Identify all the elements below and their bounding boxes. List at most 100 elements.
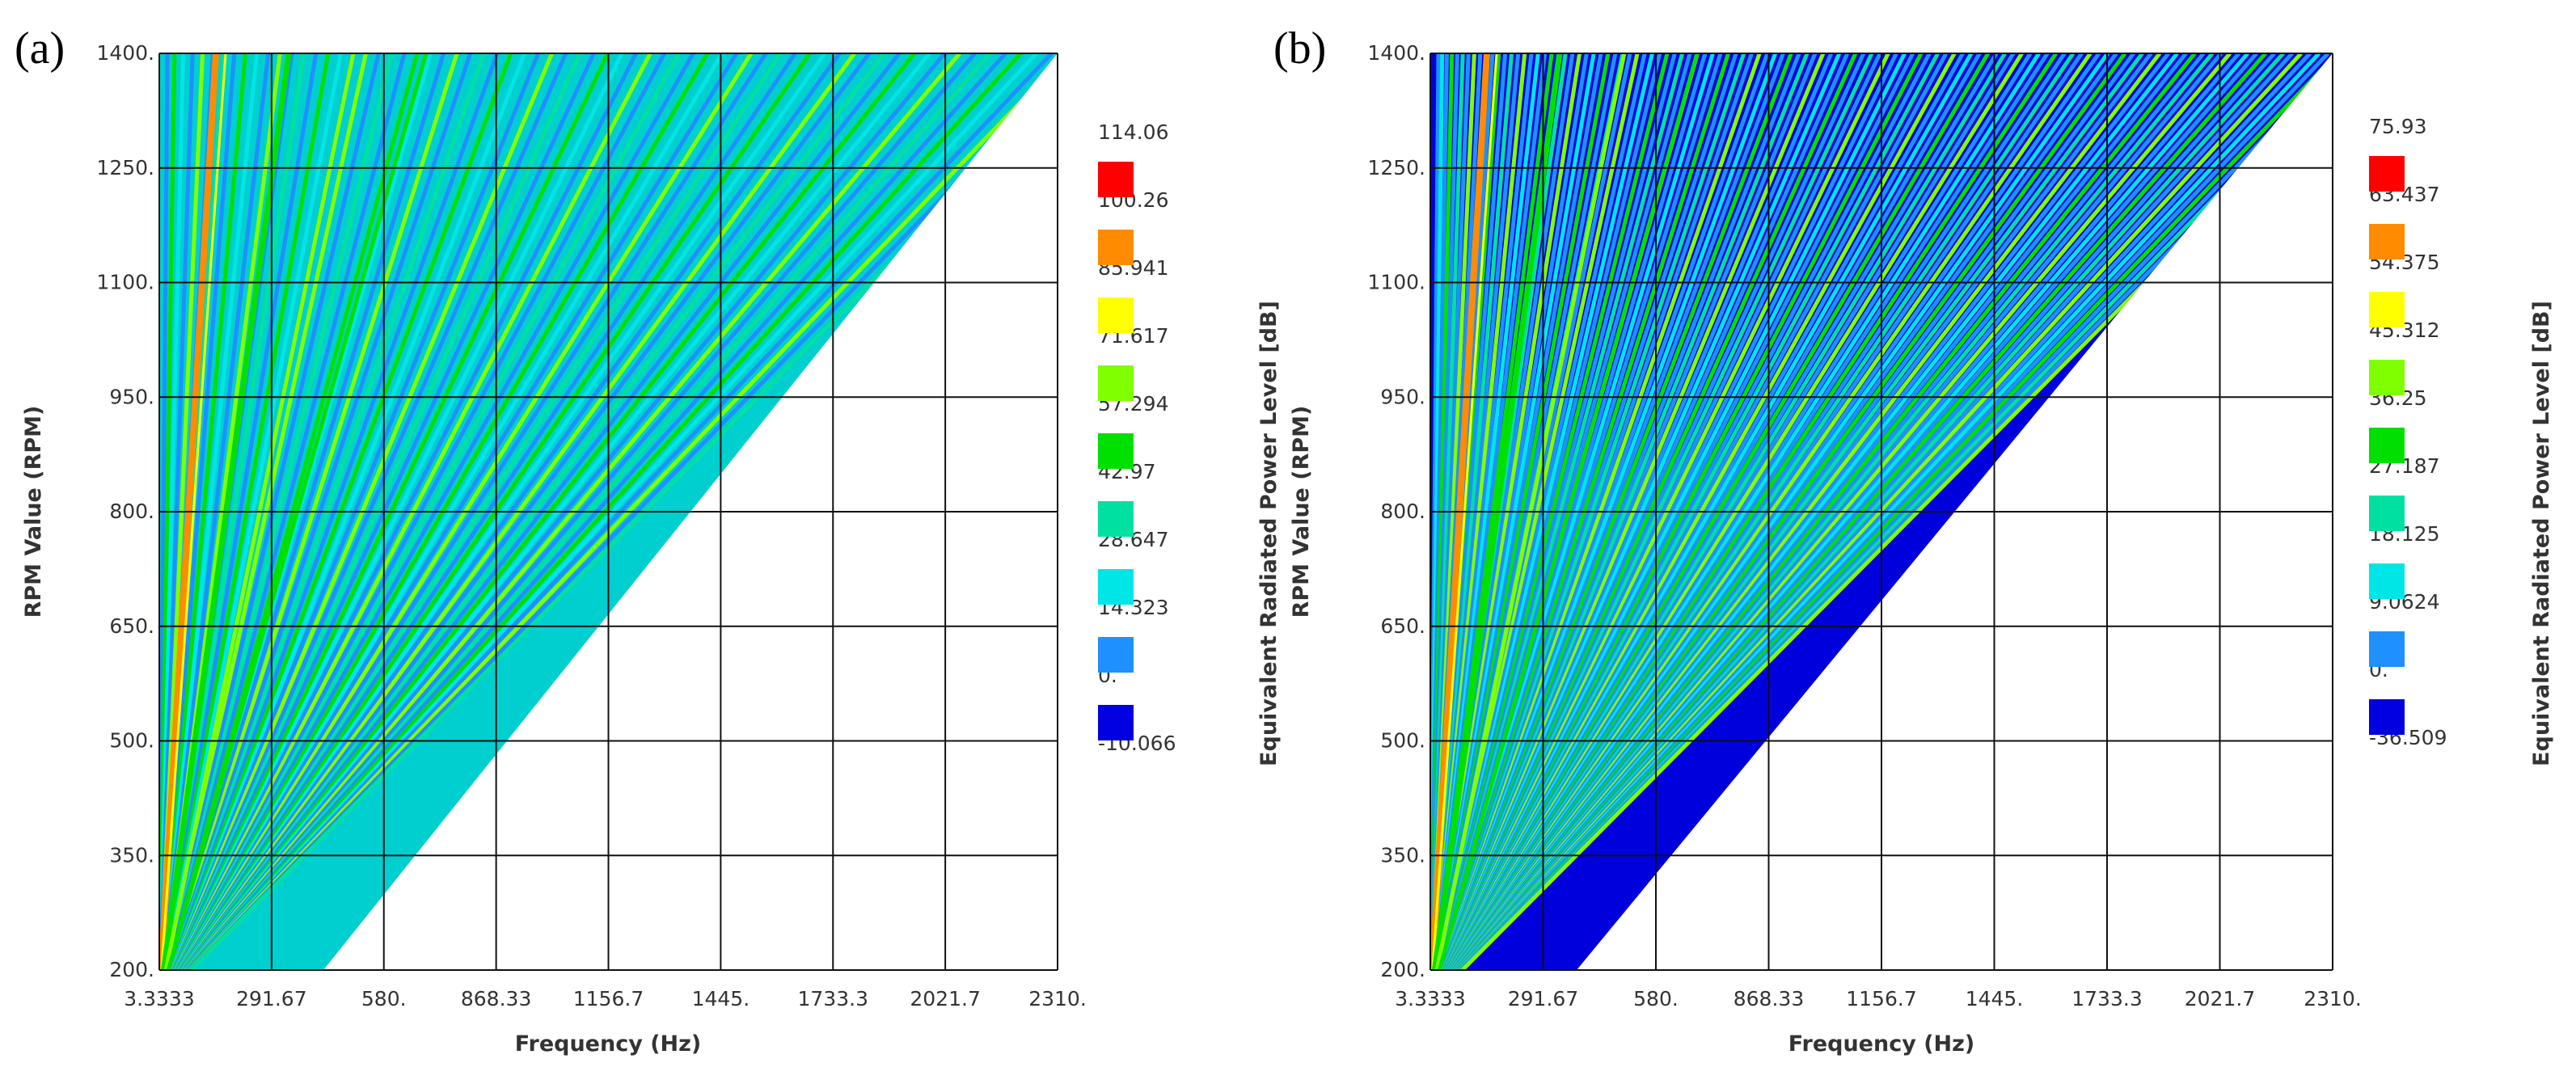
order-line: [159, 53, 710, 970]
order-line: [159, 53, 446, 970]
x-axis-title-a: Frequency (Hz): [515, 1031, 701, 1057]
order-line: [159, 53, 473, 970]
order-line: [159, 53, 568, 970]
colorbar-swatch: [2369, 496, 2405, 531]
x-tick-label: 1733.3: [2071, 987, 2142, 1010]
x-tick-label: 291.67: [1508, 987, 1578, 1010]
y-tick-label: 950.: [109, 385, 154, 408]
y-tick-label: 500.: [109, 729, 154, 753]
order-line: [159, 53, 596, 970]
y-tick-label: 200.: [109, 958, 154, 981]
panel-a: (a) 3.3333 291.67 580. 868.33 1156.7 1445. 173…: [15, 23, 1282, 1057]
dominant-order-line: [1430, 53, 1490, 970]
y-tick-label: 800.: [1380, 500, 1425, 523]
order-line: [159, 53, 768, 970]
y-tick-label: 950.: [1380, 385, 1425, 408]
dominant-order-line: [159, 53, 219, 970]
colorbar-swatch: [1098, 433, 1134, 469]
y-tick-label: 350.: [1380, 843, 1425, 867]
order-line: [159, 53, 407, 970]
colorbar-swatch: [1098, 569, 1134, 605]
colorbar-swatch: [1098, 705, 1134, 740]
x-tick-label: 291.67: [236, 987, 306, 1010]
plot-area-b: [1430, 53, 2334, 972]
panel-b: (b) 3.3333 291.67 580. 868.33 1156.7 1445. 173…: [1273, 23, 2554, 1057]
colorbar-swatch: [1098, 637, 1134, 673]
order-line: [159, 53, 652, 970]
y-tick-label: 1100.: [96, 271, 154, 294]
x-tick-label: 2310.: [2304, 987, 2362, 1010]
panel-b-label: (b): [1273, 23, 1326, 74]
grid-a: [158, 53, 1058, 971]
x-tick-label: 580.: [1633, 987, 1679, 1010]
x-tick-label: 1733.3: [798, 987, 868, 1010]
order-line: [159, 53, 500, 970]
dominant-order-line: [1430, 53, 1700, 970]
order-line: [159, 53, 486, 970]
plot-area-a: [159, 53, 1059, 972]
dominant-order-line: [159, 53, 227, 970]
x-tick-label: 1445.: [1966, 987, 2024, 1010]
x-tick-label: 1156.7: [1846, 987, 1916, 1010]
x-tick-label: 3.3333: [124, 987, 194, 1010]
y-tick-label: 800.: [109, 500, 154, 523]
panel-a-label: (a): [15, 23, 65, 74]
order-line: [159, 53, 624, 970]
order-line: [159, 53, 368, 970]
colorbar-swatch: [2369, 428, 2405, 463]
order-line: [159, 53, 381, 970]
order-line: [159, 53, 739, 970]
colorbar-b: 75.9363.43754.37545.31236.2527.18718.125…: [2369, 115, 2447, 749]
x-axis-ticks-b: 3.3333 291.67 580. 868.33 1156.7 1445. 1733.3 2…: [1395, 987, 2362, 1010]
colorbar-swatch: [1098, 297, 1134, 333]
order-line: [159, 53, 667, 970]
grid-b: [1429, 53, 2333, 971]
order-line: [159, 53, 526, 970]
order-line: [159, 53, 797, 970]
x-tick-label: 2021.7: [910, 987, 980, 1010]
dominant-order-line: [1430, 53, 1563, 970]
x-tick-label: 3.3333: [1395, 987, 1465, 1010]
order-line: [159, 53, 638, 970]
y-tick-label: 350.: [109, 843, 154, 867]
order-line: [159, 53, 695, 970]
dominant-order-line: [159, 53, 429, 970]
y-axis-title-a: RPM Value (RPM): [21, 406, 46, 618]
y-axis-ticks-a: 200. 350. 500. 650. 800. 950. 1100. 1250. 1400.: [96, 41, 154, 981]
order-line: [159, 53, 582, 970]
x-tick-label: 2310.: [1028, 987, 1087, 1010]
order-line: [159, 53, 513, 970]
colorbar-swatch: [2369, 224, 2405, 259]
x-tick-label: 868.33: [1734, 987, 1804, 1010]
order-line: [159, 53, 754, 970]
y-tick-label: 500.: [1380, 729, 1425, 753]
order-line: [159, 53, 681, 970]
colorbar-swatch: [2369, 156, 2405, 192]
order-line: [159, 53, 724, 970]
colorbar-swatch: [2369, 360, 2405, 395]
colorbar-swatch: [2369, 292, 2405, 327]
y-axis-title-b: RPM Value (RPM): [1289, 406, 1314, 618]
y-tick-label: 1250.: [96, 156, 154, 179]
x-axis-ticks-a: 3.3333 291.67 580. 868.33 1156.7 1445. 1733.3 2…: [124, 987, 1087, 1010]
y-tick-label: 1100.: [1367, 271, 1425, 294]
colorbar-swatch: [1098, 230, 1134, 265]
colorbar-swatch: [2369, 631, 2405, 667]
x-tick-label: 1156.7: [573, 987, 644, 1010]
order-line: [159, 53, 783, 970]
y-tick-label: 200.: [1380, 958, 1425, 981]
order-line: [159, 53, 394, 970]
colorbar-swatch: [2369, 699, 2405, 735]
x-tick-label: 1445.: [692, 987, 750, 1010]
dominant-order-line: [1430, 53, 1627, 970]
y-axis-ticks-b: 200. 350. 500. 650. 800. 950. 1100. 1250. 1400.: [1367, 41, 1425, 981]
colorbar-swatch: [1098, 162, 1134, 197]
colorbar-title-a: Equivalent Radiated Power Level [dB]: [1256, 301, 1282, 766]
x-axis-title-b: Frequency (Hz): [1788, 1031, 1974, 1057]
y-tick-label: 650.: [1380, 614, 1425, 638]
order-line: [159, 53, 331, 970]
order-line: [159, 53, 554, 970]
y-tick-label: 1400.: [96, 41, 154, 65]
colorbar-swatch: [1098, 501, 1134, 537]
